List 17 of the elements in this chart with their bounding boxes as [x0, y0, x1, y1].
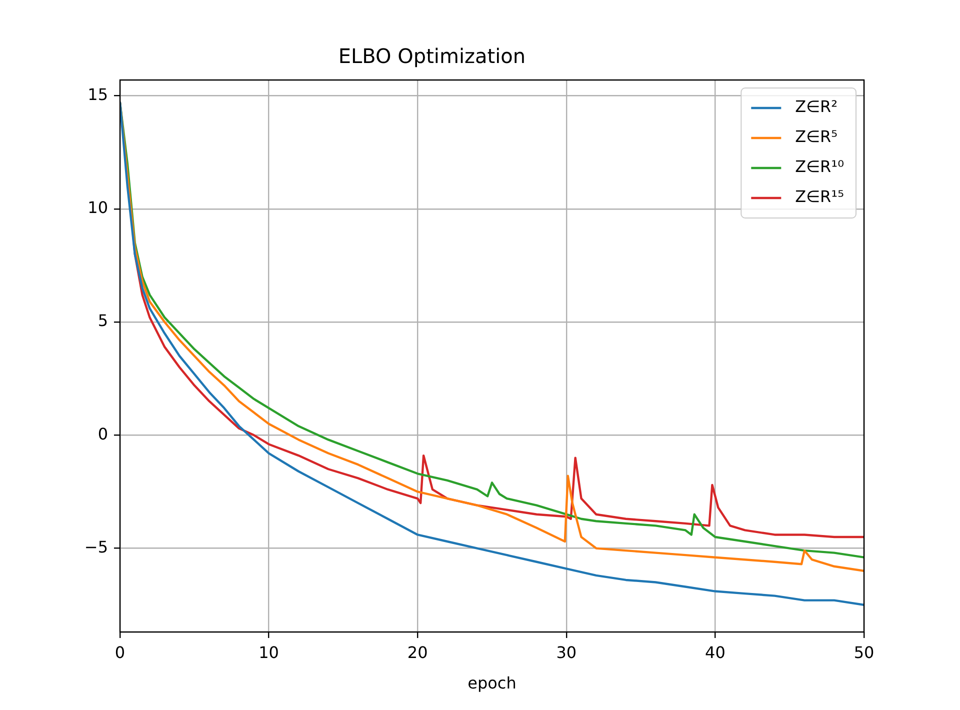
x-tick-label: 0 [114, 642, 126, 662]
x-tick-label: 10 [258, 642, 279, 662]
y-tick-label: 15 [88, 84, 108, 104]
x-tick-label: 20 [407, 642, 428, 662]
legend-label: Z∈R² [795, 97, 838, 116]
x-tick-label: 50 [854, 642, 874, 662]
legend-label: Z∈R⁵ [795, 127, 838, 146]
legend-label: Z∈R¹⁵ [795, 187, 844, 206]
y-tick-label: 0 [98, 424, 108, 444]
x-tick-label: 40 [705, 642, 726, 662]
x-axis-title: epoch [468, 674, 516, 693]
y-tick-label: 5 [98, 311, 108, 330]
y-tick-label: −5 [84, 537, 108, 556]
y-tick-label: 10 [88, 198, 108, 218]
chart-title: ELBO Optimization [338, 44, 526, 68]
x-tick-label: 30 [556, 642, 577, 662]
legend-label: Z∈R¹⁰ [795, 157, 844, 176]
